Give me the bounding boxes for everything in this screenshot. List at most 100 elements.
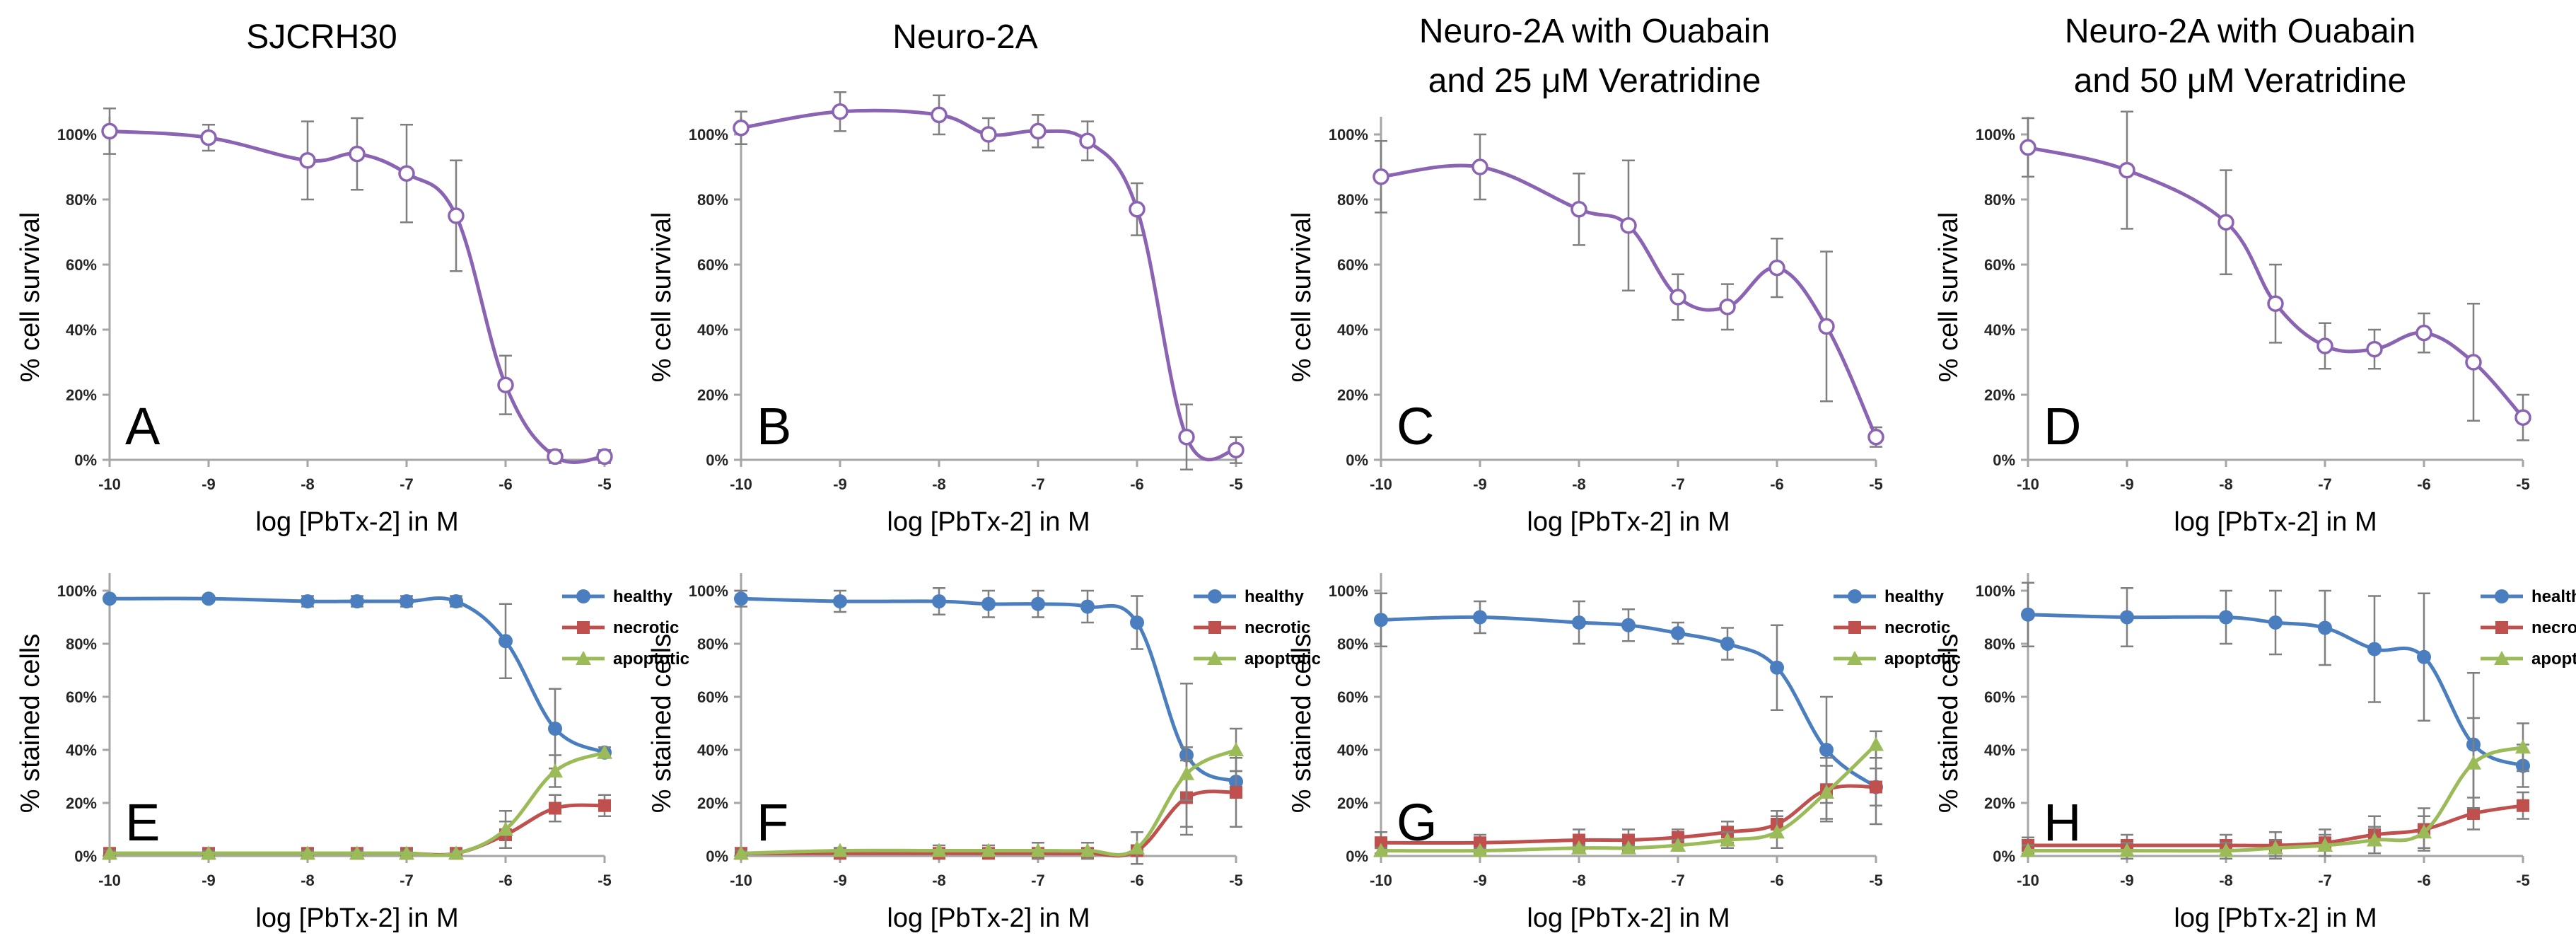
x-axis-title: log [PbTx-2] in M (255, 903, 458, 933)
x-tick-label: -10 (98, 872, 121, 889)
legend-label-apoptotic: apoptotic (2531, 649, 2576, 669)
series-healthy (2021, 582, 2530, 817)
y-tick-label: 0% (706, 451, 728, 469)
data-point-survival (2514, 409, 2531, 426)
x-tick-label: -9 (833, 475, 847, 493)
data-point-healthy (548, 722, 562, 736)
y-tick-label: 60% (1984, 688, 2015, 706)
series-line-healthy (740, 596, 1237, 784)
x-tick-label: -9 (2120, 475, 2134, 493)
data-point-apoptotic (1819, 785, 1834, 799)
x-tick-label: -7 (400, 475, 414, 493)
panel-letter: E (125, 793, 160, 852)
x-axis-title: log [PbTx-2] in M (2174, 507, 2377, 537)
x-tick-label: -5 (1869, 872, 1883, 889)
panel-letter: A (125, 397, 161, 456)
legend-marker-healthy (1208, 589, 1222, 603)
data-point-survival (1867, 429, 1884, 446)
column-title-3-line-1: Neuro-2A with Ouabain (1419, 13, 1770, 50)
legend-marker-necrotic (1848, 621, 1861, 634)
column-title-2-line-1: Neuro-2A (892, 18, 1037, 56)
data-point-survival (1372, 168, 1389, 185)
data-point-survival (398, 165, 415, 182)
y-tick-label: 60% (1984, 256, 2015, 274)
x-tick-label: -6 (1770, 872, 1784, 889)
panel-F: 0% 20% 40% 60% 80% 100% -10 -9 -8 -7 -6 -5 log [PbTx… (647, 573, 1321, 933)
data-point-survival (547, 448, 564, 465)
y-tick-label: 100% (57, 582, 97, 600)
x-axis-title: log [PbTx-2] in M (1527, 903, 1730, 933)
y-tick-label: 40% (1337, 321, 1368, 339)
data-point-necrotic (1474, 836, 1486, 850)
y-tick-label: 40% (697, 741, 728, 759)
data-point-healthy (1572, 615, 1586, 630)
x-tick-label: -6 (499, 475, 513, 493)
y-tick-label: 0% (1346, 451, 1368, 469)
panel-letter: G (1397, 793, 1438, 852)
data-point-apoptotic (1179, 765, 1194, 780)
data-point-healthy (103, 591, 117, 606)
y-tick-label: 80% (1337, 191, 1368, 209)
series-apoptotic (733, 727, 1244, 865)
y-tick-label: 80% (1984, 191, 2015, 209)
panel-G: 0% 20% 40% 60% 80% 100% -10 -9 -8 -7 -6 -5 log [PbTx… (1287, 573, 1961, 933)
y-tick-label: 40% (66, 741, 97, 759)
x-tick-label: -8 (1572, 872, 1586, 889)
data-point-apoptotic (1030, 843, 1046, 857)
x-tick-label: -5 (2516, 872, 2530, 889)
data-point-survival (980, 126, 997, 143)
data-point-survival (2465, 354, 2482, 371)
data-point-apoptotic (931, 843, 947, 857)
data-point-healthy (1770, 660, 1784, 675)
x-tick-label: -5 (1869, 475, 1883, 493)
series-line-apoptotic (740, 748, 1237, 857)
y-tick-label: 100% (57, 126, 97, 144)
x-tick-label: -8 (932, 475, 946, 493)
x-tick-label: -5 (598, 475, 612, 493)
y-tick-label: 60% (66, 256, 97, 274)
y-tick-label: 60% (1337, 256, 1368, 274)
data-point-apoptotic (2416, 824, 2432, 839)
x-tick-label: -7 (1031, 475, 1045, 493)
data-point-healthy (1671, 626, 1685, 640)
y-axis-title: % stained cells (1934, 634, 1964, 813)
data-point-survival (1178, 429, 1195, 446)
data-point-healthy (2417, 649, 2431, 664)
x-tick-label: -9 (1473, 475, 1487, 493)
y-tick-label: 40% (66, 321, 97, 339)
data-point-healthy (400, 594, 414, 608)
y-tick-label: 0% (1346, 847, 1368, 865)
data-point-apoptotic (300, 845, 315, 860)
y-tick-label: 40% (1984, 321, 2015, 339)
legend-marker-apoptotic (1207, 651, 1223, 665)
data-point-apoptotic (2119, 843, 2135, 857)
data-point-healthy (1819, 743, 1834, 757)
series-survival (1372, 133, 1884, 448)
data-point-healthy (2318, 620, 2332, 635)
data-point-healthy (1720, 637, 1735, 651)
data-point-survival (2267, 295, 2284, 312)
x-axis-title: log [PbTx-2] in M (2174, 903, 2377, 933)
data-point-healthy (2268, 615, 2283, 630)
panel-letter: B (757, 397, 791, 456)
panel-D: 0% 20% 40% 60% 80% 100% -10 -9 -8 -7 -6 -5 log [PbTx… (1934, 110, 2531, 537)
x-tick-label: -5 (598, 872, 612, 889)
x-axis-title: log [PbTx-2] in M (887, 507, 1090, 537)
data-point-survival (1620, 217, 1637, 234)
data-point-apoptotic (1129, 840, 1145, 855)
data-point-apoptotic (2218, 843, 2234, 857)
data-point-apoptotic (597, 744, 612, 759)
x-tick-label: -10 (730, 872, 752, 889)
legend-label-necrotic: necrotic (1245, 618, 1310, 637)
x-axis-title: log [PbTx-2] in M (887, 903, 1090, 933)
data-point-apoptotic (2268, 840, 2283, 855)
y-tick-label: 80% (66, 635, 97, 653)
y-tick-label: 60% (66, 688, 97, 706)
data-point-apoptotic (981, 843, 996, 857)
legend-label-apoptotic: apoptotic (613, 649, 689, 669)
x-tick-label: -10 (1370, 475, 1392, 493)
data-point-apoptotic (1769, 824, 1785, 839)
data-point-apoptotic (102, 845, 117, 860)
legend-label-healthy: healthy (1245, 587, 1305, 606)
x-tick-label: -7 (2318, 475, 2332, 493)
